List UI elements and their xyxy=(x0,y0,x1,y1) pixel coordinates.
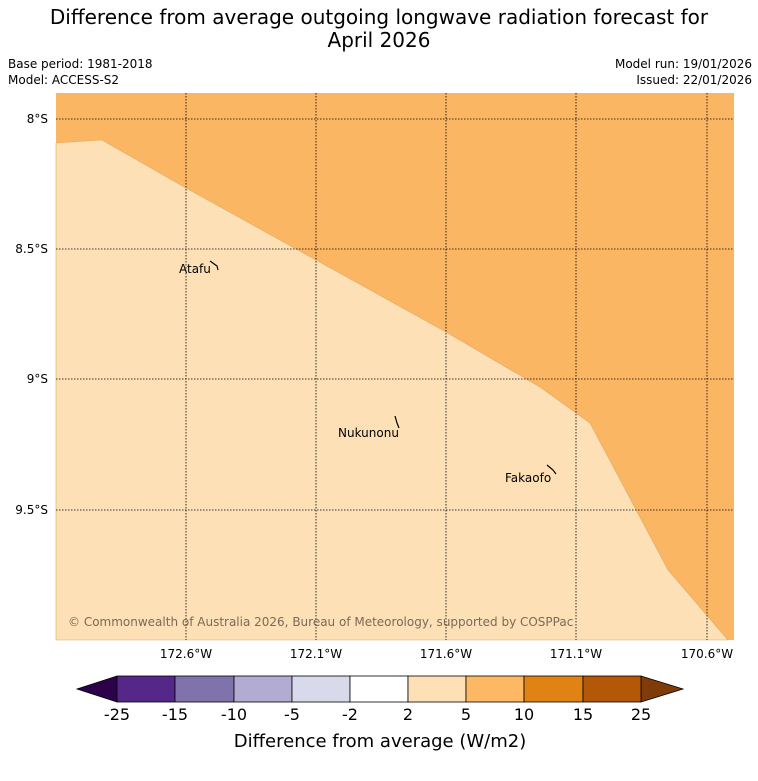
chart-title: Difference from average outgoing longwav… xyxy=(0,6,758,52)
place-label-nukunonu: Nukunonu xyxy=(338,426,399,440)
lat-label: 8°S xyxy=(27,112,48,126)
colorbar-label: Difference from average (W/m2) xyxy=(234,731,526,752)
colorbar-tick: -5 xyxy=(284,705,300,724)
colorbar-segment xyxy=(349,675,409,703)
colorbar-tick: 25 xyxy=(631,705,651,724)
lon-label: 171.6°W xyxy=(420,647,472,661)
colorbar-segment xyxy=(582,675,642,703)
colorbar-tick: 15 xyxy=(573,705,593,724)
colorbar-tick: -15 xyxy=(162,705,188,724)
meta-left: Base period: 1981-2018 Model: ACCESS-S2 xyxy=(8,56,153,88)
colorbar-segment xyxy=(233,675,293,703)
region-2-to-5 xyxy=(55,139,729,641)
colorbar-ticks: -25 -15 -10 -5 -2 2 5 10 15 25 xyxy=(104,705,651,724)
atoll-nukunonu xyxy=(394,415,400,429)
colorbar-under-arrow xyxy=(75,675,118,703)
base-period: Base period: 1981-2018 xyxy=(8,57,153,71)
lon-label: 172.6°W xyxy=(160,647,212,661)
lat-label: 9.5°S xyxy=(15,503,48,517)
colorbar-over-arrow xyxy=(640,675,685,703)
map-panel: Atafu Nukunonu Fakaofo © Commonwealth of… xyxy=(55,93,734,641)
colorbar-segments xyxy=(116,675,642,703)
colorbar: -25 -15 -10 -5 -2 2 5 10 15 25 Differenc… xyxy=(75,675,685,752)
model-run: Model run: 19/01/2026 xyxy=(614,57,752,71)
place-label-atafu: Atafu xyxy=(179,262,211,276)
lon-label: 172.1°W xyxy=(290,647,342,661)
colorbar-tick: -2 xyxy=(342,705,358,724)
lat-labels: 8°S 8.5°S 9°S 9.5°S xyxy=(15,112,48,517)
colorbar-tick: 2 xyxy=(403,705,413,724)
colorbar-segment xyxy=(523,675,584,703)
colorbar-segment xyxy=(465,675,525,703)
lat-label: 8.5°S xyxy=(15,242,48,256)
title-line-1: Difference from average outgoing longwav… xyxy=(49,5,709,29)
place-label-fakaofo: Fakaofo xyxy=(505,471,551,485)
colorbar-tick: -25 xyxy=(104,705,130,724)
colorbar-tick: 5 xyxy=(461,705,471,724)
colorbar-segment xyxy=(174,675,235,703)
lon-label: 170.6°W xyxy=(681,647,733,661)
colorbar-tick: 10 xyxy=(514,705,534,724)
colorbar-segment xyxy=(291,675,351,703)
lon-labels: 172.6°W 172.1°W 171.6°W 171.1°W 170.6°W xyxy=(160,647,733,661)
lat-label: 9°S xyxy=(27,372,48,386)
gridlines xyxy=(56,93,734,640)
model-name: Model: ACCESS-S2 xyxy=(8,73,120,87)
colorbar-segment xyxy=(407,675,467,703)
colorbar-segment xyxy=(116,675,176,703)
copyright-notice: © Commonwealth of Australia 2026, Bureau… xyxy=(68,615,573,629)
atoll-shapes xyxy=(209,260,557,475)
issued-date: Issued: 22/01/2026 xyxy=(636,73,752,87)
lon-label: 171.1°W xyxy=(550,647,602,661)
meta-right: Model run: 19/01/2026 Issued: 22/01/2026 xyxy=(615,56,752,88)
colorbar-tick: -10 xyxy=(221,705,247,724)
atoll-fakaofo xyxy=(546,464,557,475)
title-line-2: April 2026 xyxy=(327,28,431,52)
atoll-atafu xyxy=(209,260,219,271)
